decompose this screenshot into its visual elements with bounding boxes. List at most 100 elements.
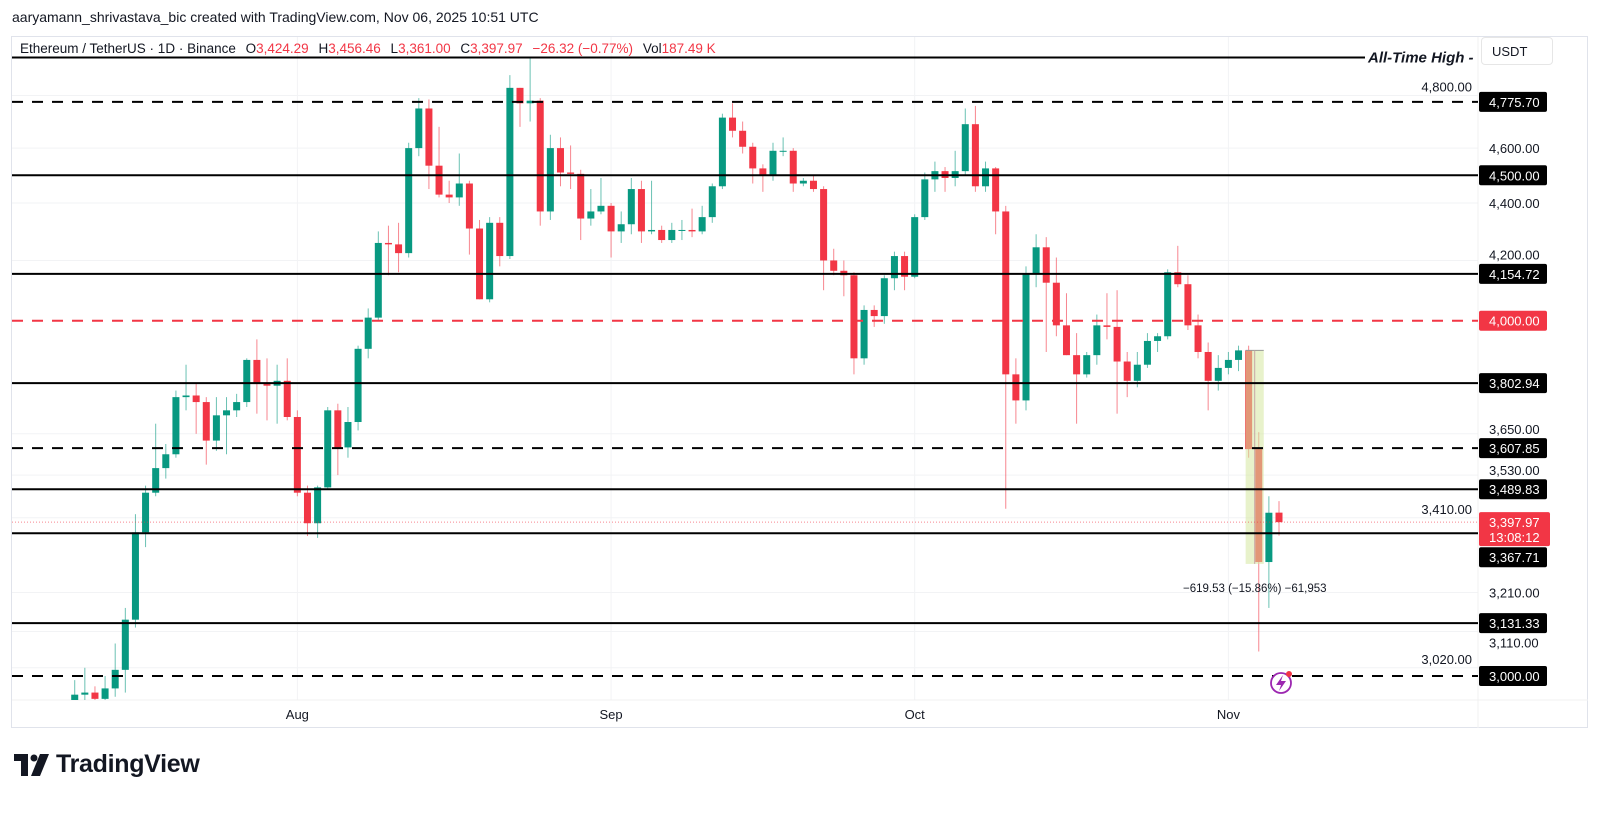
candle xyxy=(860,305,868,365)
candle-body xyxy=(617,224,625,232)
price-level-badge xyxy=(1479,165,1547,186)
candle xyxy=(526,57,534,122)
open-label: O xyxy=(245,41,257,56)
price-axis-tick-label: 3,210.00 xyxy=(1489,585,1540,600)
candle xyxy=(344,407,352,458)
candle xyxy=(496,217,504,267)
candle xyxy=(1275,501,1283,536)
candle xyxy=(223,397,231,455)
candle xyxy=(384,225,392,276)
candle xyxy=(1042,237,1050,352)
candle-body xyxy=(1265,512,1273,563)
price-level-badge xyxy=(1479,263,1547,284)
candle-body xyxy=(182,395,190,398)
current-price-label: 3,397.97 xyxy=(1489,515,1540,530)
candle-body xyxy=(192,395,200,403)
candle-body xyxy=(71,694,79,700)
candle xyxy=(1103,293,1111,340)
candle xyxy=(850,272,858,375)
candle-body xyxy=(992,168,1000,212)
candle xyxy=(648,180,656,235)
candle-body xyxy=(1083,355,1091,375)
candle-body xyxy=(1194,325,1202,352)
price-axis-tick-label: 4,200.00 xyxy=(1489,247,1540,262)
candle-body xyxy=(324,410,332,488)
lightning-bolt-icon[interactable] xyxy=(1270,671,1292,694)
candle xyxy=(101,676,109,700)
candle-body xyxy=(1224,359,1232,368)
candle-body xyxy=(890,256,898,279)
candle-body xyxy=(303,492,311,524)
candle xyxy=(789,148,797,192)
candle xyxy=(354,345,362,431)
candle xyxy=(162,443,170,479)
symbol-name[interactable]: Ethereum / TetherUS · 1D · Binance xyxy=(20,41,236,56)
candle xyxy=(830,248,838,276)
chart-frame xyxy=(11,36,1588,728)
candle xyxy=(577,169,585,241)
candle xyxy=(192,384,200,434)
candle-body xyxy=(425,108,433,166)
candle xyxy=(71,680,79,700)
candle xyxy=(445,180,453,204)
candle-body xyxy=(1002,211,1010,375)
candle xyxy=(516,87,524,127)
candle-body xyxy=(739,130,747,147)
candle-body xyxy=(587,211,595,219)
time-axis-tick-label: Sep xyxy=(600,707,623,722)
candle xyxy=(1002,205,1010,509)
candle-body xyxy=(597,205,605,212)
candle-body xyxy=(496,222,504,257)
candle-body xyxy=(1275,512,1283,523)
candle-body xyxy=(678,229,686,231)
candle xyxy=(921,172,929,220)
candle xyxy=(627,177,635,235)
candle-body xyxy=(405,148,413,254)
candle xyxy=(1093,314,1101,365)
notification-dot xyxy=(1286,671,1292,677)
time-axis-tick-label: Oct xyxy=(905,707,926,722)
price-level-badge-label: 3,367.71 xyxy=(1489,550,1540,565)
candle xyxy=(688,208,696,238)
candle xyxy=(131,514,139,628)
candle-body xyxy=(1113,326,1121,362)
candle xyxy=(1204,342,1212,411)
candle xyxy=(1032,234,1040,288)
price-level-badge xyxy=(1479,479,1547,500)
candle xyxy=(1133,351,1141,388)
candle xyxy=(415,98,423,157)
candle xyxy=(1083,351,1091,378)
candle xyxy=(556,137,564,187)
time-axis-tick-label: Aug xyxy=(286,707,309,722)
candle-body xyxy=(445,194,453,198)
volume-value: 187.49 K xyxy=(661,41,716,56)
candle xyxy=(1214,355,1222,391)
candle-body xyxy=(718,117,726,187)
candle-body xyxy=(809,180,817,190)
candle xyxy=(506,75,514,259)
candle xyxy=(718,113,726,190)
candle-body xyxy=(283,380,291,417)
candles xyxy=(71,57,1283,700)
price-axis-tick-label: 3,110.00 xyxy=(1489,636,1539,651)
candle xyxy=(880,275,888,324)
candle-body xyxy=(455,183,463,198)
candle xyxy=(678,219,686,241)
candle-body xyxy=(789,150,797,184)
price-level-badge xyxy=(1479,666,1547,686)
candle xyxy=(111,643,119,697)
candle-body xyxy=(1235,350,1243,360)
price-level-badge-label: 4,000.00 xyxy=(1489,314,1540,329)
candle-body xyxy=(749,146,757,169)
candle-body xyxy=(172,397,180,455)
volume-label: Vol xyxy=(642,41,662,56)
bar-countdown-label: 13:08:12 xyxy=(1489,530,1540,545)
candle-body xyxy=(1123,361,1131,381)
currency-button[interactable]: USDT xyxy=(1481,37,1553,65)
candle xyxy=(303,485,311,537)
tradingview-logo: TradingView xyxy=(14,750,200,779)
price-level-badge-label: 3,802.94 xyxy=(1489,376,1540,391)
candle-body xyxy=(152,468,160,493)
candle xyxy=(476,219,484,300)
